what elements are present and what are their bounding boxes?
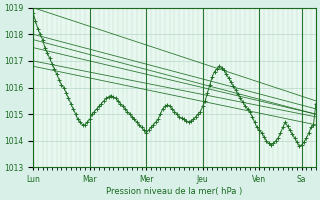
X-axis label: Pression niveau de la mer( hPa ): Pression niveau de la mer( hPa ) bbox=[106, 187, 243, 196]
